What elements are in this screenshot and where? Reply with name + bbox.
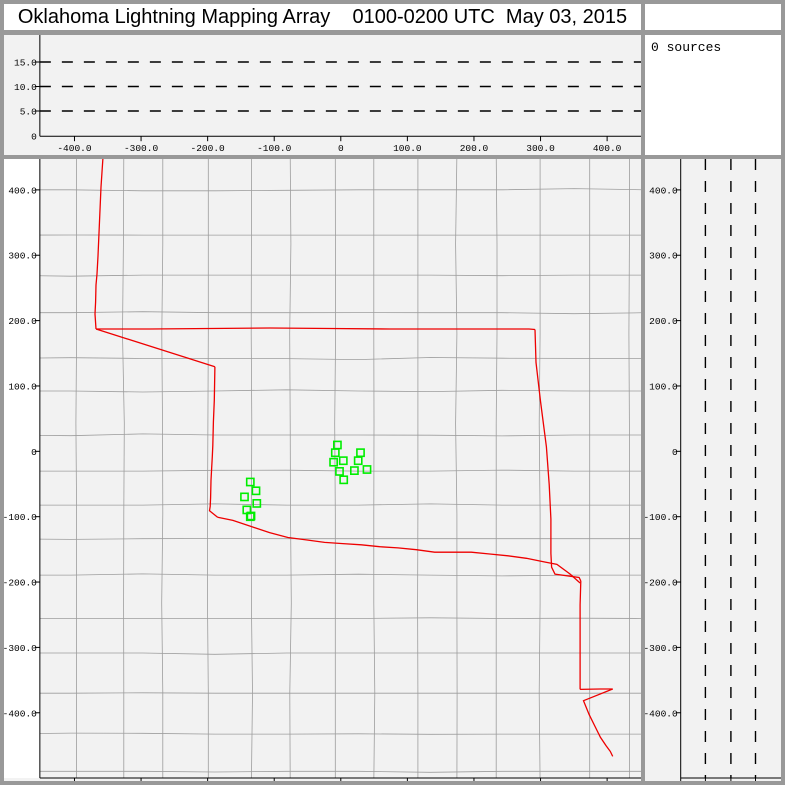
svg-text:-200.0: -200.0 xyxy=(191,143,226,154)
svg-text:-100.0: -100.0 xyxy=(257,143,292,154)
svg-text:200.0: 200.0 xyxy=(8,316,37,327)
svg-text:-200.0: -200.0 xyxy=(4,578,37,589)
svg-text:300.0: 300.0 xyxy=(8,251,37,262)
svg-text:15.0: 15.0 xyxy=(14,58,37,69)
svg-text:400.0: 400.0 xyxy=(8,185,37,196)
svg-text:400.0: 400.0 xyxy=(593,143,622,154)
svg-text:0: 0 xyxy=(31,447,37,458)
svg-text:300.0: 300.0 xyxy=(526,143,555,154)
svg-text:-400.0: -400.0 xyxy=(4,708,37,719)
svg-text:400.0: 400.0 xyxy=(649,185,678,196)
svg-text:0: 0 xyxy=(672,447,678,458)
svg-text:100.0: 100.0 xyxy=(649,381,678,392)
svg-text:200.0: 200.0 xyxy=(649,316,678,327)
svg-text:-400.0: -400.0 xyxy=(57,143,92,154)
svg-text:-400.0: -400.0 xyxy=(645,708,678,719)
svg-text:0: 0 xyxy=(338,143,344,154)
svg-text:10.0: 10.0 xyxy=(14,82,37,93)
svg-text:300.0: 300.0 xyxy=(649,251,678,262)
svg-text:-300.0: -300.0 xyxy=(645,643,678,654)
svg-text:100.0: 100.0 xyxy=(393,143,422,154)
svg-text:-100.0: -100.0 xyxy=(645,512,678,523)
svg-text:-200.0: -200.0 xyxy=(645,578,678,589)
svg-text:-300.0: -300.0 xyxy=(4,643,37,654)
svg-text:-300.0: -300.0 xyxy=(124,143,159,154)
svg-text:-100.0: -100.0 xyxy=(4,512,37,523)
svg-text:0: 0 xyxy=(31,132,37,143)
svg-text:5.0: 5.0 xyxy=(20,107,37,118)
svg-text:100.0: 100.0 xyxy=(8,381,37,392)
svg-text:200.0: 200.0 xyxy=(460,143,489,154)
